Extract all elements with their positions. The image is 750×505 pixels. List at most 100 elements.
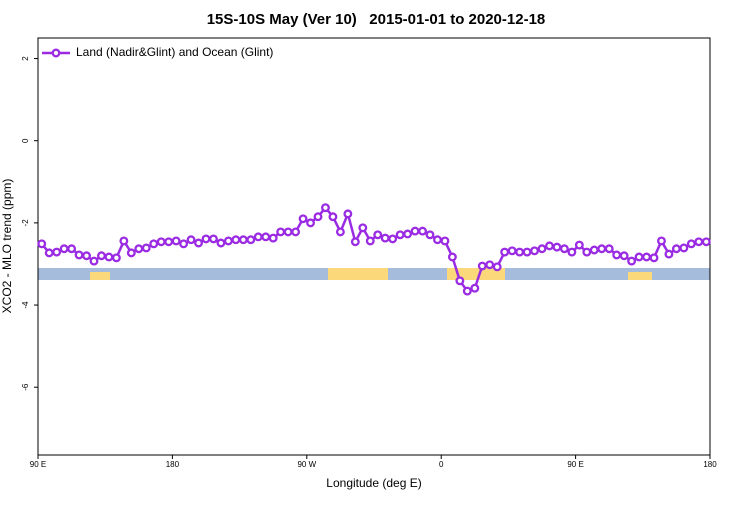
point: [321, 203, 330, 213]
point: [37, 239, 47, 249]
point: [179, 239, 189, 249]
point: [686, 239, 696, 249]
point: [231, 235, 241, 245]
point: [246, 235, 256, 245]
legend-label: Land (Nadir&Glint) and Ocean (Glint): [76, 45, 273, 59]
point: [425, 230, 435, 240]
point: [403, 229, 413, 239]
point: [447, 252, 457, 262]
y-tick-label: 2: [21, 56, 30, 61]
point: [313, 212, 323, 222]
chart-title: 15S-10S May (Ver 10) 2015-01-01 to 2020-…: [207, 11, 546, 28]
point: [291, 227, 301, 237]
point: [642, 252, 651, 262]
x-tick-label: 180: [166, 460, 180, 469]
y-axis-label: XCO2 - MLO trend (ppm): [0, 179, 14, 314]
legend-marker: [51, 48, 61, 58]
point: [97, 251, 106, 261]
point: [455, 276, 465, 286]
point: [134, 244, 144, 254]
x-tick-label: 0: [439, 460, 444, 469]
point: [74, 250, 84, 260]
plot-frame: [37, 37, 711, 456]
point: [470, 283, 480, 293]
point: [507, 246, 517, 256]
point: [530, 246, 539, 256]
point: [156, 237, 166, 247]
point: [537, 244, 547, 254]
point: [335, 227, 345, 237]
point: [350, 237, 360, 247]
point: [194, 238, 203, 248]
point: [358, 223, 368, 233]
point: [589, 245, 599, 255]
point: [373, 230, 383, 240]
x-tick-label: 90 E: [567, 460, 583, 469]
point: [141, 243, 151, 253]
point: [619, 251, 629, 261]
point: [694, 237, 704, 247]
x-tick-label: 180: [703, 460, 717, 469]
point: [567, 247, 577, 257]
point: [492, 262, 502, 272]
point: [283, 227, 293, 237]
point: [671, 244, 681, 254]
point: [268, 233, 278, 243]
point: [664, 249, 674, 259]
point: [306, 218, 315, 228]
point: [477, 261, 487, 271]
point: [201, 234, 211, 244]
land-band: [628, 272, 652, 280]
point: [223, 236, 233, 246]
point: [418, 226, 427, 236]
point: [209, 234, 218, 244]
point: [328, 212, 338, 222]
point: [515, 247, 525, 257]
point: [82, 251, 91, 261]
point: [388, 234, 398, 244]
point: [59, 244, 69, 254]
point: [104, 252, 114, 262]
x-tick-label: 90 W: [297, 460, 316, 469]
point: [216, 238, 226, 248]
point: [604, 244, 614, 254]
point: [679, 243, 689, 253]
point: [67, 244, 77, 254]
point: [52, 247, 62, 257]
point: [253, 232, 263, 242]
surface-band: [38, 268, 710, 280]
point: [171, 236, 181, 246]
point: [343, 209, 353, 219]
point: [440, 236, 450, 246]
point: [44, 248, 54, 258]
point: [582, 247, 592, 257]
point: [119, 236, 129, 246]
point: [365, 236, 375, 246]
point: [149, 239, 159, 249]
x-tick-label: 90 E: [30, 460, 46, 469]
point: [89, 256, 99, 266]
point: [701, 237, 711, 247]
y-tick-label: -4: [21, 301, 30, 309]
point: [395, 230, 405, 240]
x-axis-label: Longitude (deg E): [326, 476, 421, 490]
point: [380, 233, 390, 243]
point: [627, 256, 637, 266]
point: [186, 235, 196, 245]
land-band: [328, 268, 388, 280]
point: [261, 232, 271, 242]
point: [522, 247, 532, 257]
point: [485, 260, 495, 270]
y-tick-label: 0: [21, 138, 30, 143]
point: [657, 236, 666, 246]
point: [574, 240, 584, 250]
point: [612, 250, 622, 260]
point: [552, 242, 562, 252]
point: [164, 237, 174, 247]
land-band: [90, 272, 110, 280]
point: [462, 286, 472, 296]
point: [126, 248, 136, 258]
y-tick-label: -6: [21, 383, 30, 391]
point: [111, 253, 121, 263]
